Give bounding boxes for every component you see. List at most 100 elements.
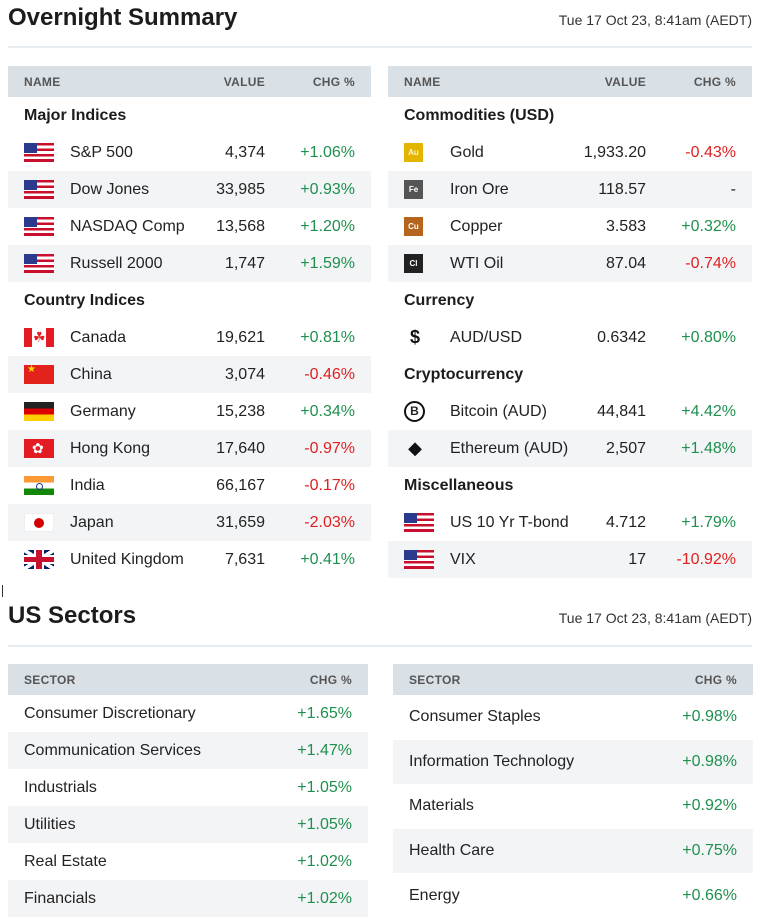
table-row[interactable]: US 10 Yr T-bond 4.712 +1.79% bbox=[388, 504, 752, 541]
sector-name[interactable]: Industrials bbox=[24, 778, 97, 796]
instrument-change: +0.32% bbox=[681, 217, 736, 235]
sector-row[interactable]: Energy +0.66% bbox=[393, 873, 753, 918]
dollar-icon: $ bbox=[409, 327, 420, 347]
instrument-name[interactable]: India bbox=[70, 476, 105, 494]
table-row[interactable]: ◆ Ethereum (AUD) 2,507 +1.48% bbox=[388, 430, 752, 467]
overnight-right-table: NAME VALUE CHG % Commodities (USD) Au Gold… bbox=[388, 66, 752, 578]
sector-name[interactable]: Health Care bbox=[393, 828, 649, 874]
row-icon-cell bbox=[8, 430, 70, 467]
header-name[interactable]: NAME bbox=[8, 66, 189, 97]
sector-name[interactable]: Financials bbox=[8, 880, 269, 917]
sector-row[interactable]: Information Technology +0.98% bbox=[393, 739, 753, 785]
instrument-name[interactable]: United Kingdom bbox=[70, 550, 184, 568]
sector-row[interactable]: Consumer Staples +0.98% bbox=[393, 695, 753, 740]
table-row[interactable]: Cl WTI Oil 87.04 -0.74% bbox=[388, 245, 752, 282]
us-flag-icon bbox=[24, 217, 54, 236]
table-row[interactable]: $ AUD/USD 0.6342 +0.80% bbox=[388, 319, 752, 356]
instrument-name[interactable]: VIX bbox=[450, 541, 570, 578]
header-sector[interactable]: SECTOR bbox=[8, 664, 269, 695]
instrument-change: +0.41% bbox=[300, 550, 355, 568]
row-icon-cell bbox=[388, 504, 450, 541]
table-row[interactable]: VIX 17 -10.92% bbox=[388, 541, 752, 578]
sector-row[interactable]: Financials +1.02% bbox=[8, 880, 368, 917]
header-chg[interactable]: CHG % bbox=[268, 664, 368, 695]
instrument-name[interactable]: AUD/USD bbox=[450, 328, 523, 346]
table-row[interactable]: NASDAQ Comp 13,568 +1.20% bbox=[8, 208, 371, 245]
instrument-value: 4,374 bbox=[224, 143, 265, 161]
table-row[interactable]: Russell 2000 1,747 +1.59% bbox=[8, 245, 371, 282]
table-row[interactable]: Dow Jones 33,985 +0.93% bbox=[8, 171, 371, 208]
us-flag-icon bbox=[404, 550, 434, 569]
header-name[interactable]: NAME bbox=[388, 66, 570, 97]
sector-row[interactable]: Consumer Discretionary +1.65% bbox=[8, 695, 368, 732]
instrument-name[interactable]: Japan bbox=[70, 504, 189, 541]
table-row[interactable]: B Bitcoin (AUD) 44,841 +4.42% bbox=[388, 393, 752, 430]
header-chg[interactable]: CHG % bbox=[662, 66, 752, 97]
instrument-name[interactable]: Ethereum (AUD) bbox=[450, 430, 570, 467]
table-row[interactable]: India 66,167 -0.17% bbox=[8, 467, 371, 504]
table-row[interactable]: Japan 31,659 -2.03% bbox=[8, 504, 371, 541]
sector-row[interactable]: Industrials +1.05% bbox=[8, 769, 368, 806]
uk-flag-icon bbox=[24, 550, 54, 569]
sector-change: +0.66% bbox=[682, 886, 737, 904]
sector-change: +0.98% bbox=[682, 708, 737, 726]
instrument-name[interactable]: Gold bbox=[450, 143, 484, 161]
sector-name[interactable]: Real Estate bbox=[24, 852, 107, 870]
sector-name[interactable]: Materials bbox=[409, 797, 474, 815]
instrument-name[interactable]: Germany bbox=[70, 402, 136, 420]
category-row: Country Indices bbox=[8, 282, 371, 319]
instrument-name[interactable]: Bitcoin (AUD) bbox=[450, 402, 547, 420]
sector-name[interactable]: Consumer Discretionary bbox=[24, 704, 196, 722]
sector-row[interactable]: Communication Services +1.47% bbox=[8, 732, 368, 769]
sector-row[interactable]: Utilities +1.05% bbox=[8, 806, 368, 843]
table-row[interactable]: Canada 19,621 +0.81% bbox=[8, 319, 371, 356]
header-value[interactable]: VALUE bbox=[189, 66, 281, 97]
instrument-name[interactable]: China bbox=[70, 356, 189, 393]
sector-name[interactable]: Information Technology bbox=[393, 739, 649, 785]
sector-name[interactable]: Consumer Staples bbox=[409, 708, 541, 726]
header-sector[interactable]: SECTOR bbox=[393, 664, 649, 695]
instrument-name[interactable]: Canada bbox=[70, 328, 127, 346]
instrument-change: -10.92% bbox=[662, 541, 752, 578]
instrument-value: 17 bbox=[570, 541, 662, 578]
instrument-name[interactable]: NASDAQ Comp bbox=[70, 217, 185, 235]
header-value[interactable]: VALUE bbox=[570, 66, 662, 97]
instrument-name[interactable]: S&P 500 bbox=[70, 143, 133, 161]
instrument-name[interactable]: Iron Ore bbox=[450, 171, 570, 208]
table-row[interactable]: Fe Iron Ore 118.57- bbox=[388, 171, 752, 208]
instrument-value: 1,747 bbox=[189, 245, 281, 282]
instrument-name[interactable]: WTI Oil bbox=[450, 245, 570, 282]
table-row[interactable]: Germany 15,238 +0.34% bbox=[8, 393, 371, 430]
instrument-name[interactable]: Copper bbox=[450, 217, 503, 235]
table-row[interactable]: Cu Copper 3.583 +0.32% bbox=[388, 208, 752, 245]
sector-row[interactable]: Health Care +0.75% bbox=[393, 828, 753, 874]
instrument-change: -0.43% bbox=[685, 143, 736, 161]
header-chg[interactable]: CHG % bbox=[648, 664, 753, 695]
sector-row[interactable]: Materials +0.92% bbox=[393, 784, 753, 829]
instrument-name[interactable]: Dow Jones bbox=[70, 171, 189, 208]
header-chg[interactable]: CHG % bbox=[281, 66, 371, 97]
instrument-value: 118.57 bbox=[570, 171, 662, 208]
instrument-name[interactable]: Hong Kong bbox=[70, 430, 189, 467]
category-label: Country Indices bbox=[24, 291, 145, 309]
table-row[interactable]: S&P 500 4,374 +1.06% bbox=[8, 134, 371, 171]
instrument-name[interactable]: US 10 Yr T-bond bbox=[450, 513, 569, 531]
instrument-value: 87.04 bbox=[570, 245, 662, 282]
instrument-change: +0.34% bbox=[300, 402, 355, 420]
sector-name[interactable]: Energy bbox=[409, 886, 460, 904]
table-row[interactable]: Au Gold 1,933.20 -0.43% bbox=[388, 134, 752, 171]
sector-row[interactable]: Real Estate +1.02% bbox=[8, 843, 368, 880]
table-row[interactable]: United Kingdom 7,631 +0.41% bbox=[8, 541, 371, 578]
category-row: Major Indices bbox=[8, 97, 371, 134]
text-cursor bbox=[2, 585, 3, 597]
sector-name[interactable]: Utilities bbox=[8, 806, 269, 843]
instrument-value: 7,631 bbox=[224, 550, 265, 568]
japan-flag-icon bbox=[24, 513, 54, 532]
instrument-change: -0.17% bbox=[304, 476, 355, 494]
canada-flag-icon bbox=[24, 328, 54, 347]
instrument-name[interactable]: Russell 2000 bbox=[70, 245, 189, 282]
sector-name[interactable]: Communication Services bbox=[8, 732, 269, 769]
instrument-change: -0.97% bbox=[281, 430, 371, 467]
